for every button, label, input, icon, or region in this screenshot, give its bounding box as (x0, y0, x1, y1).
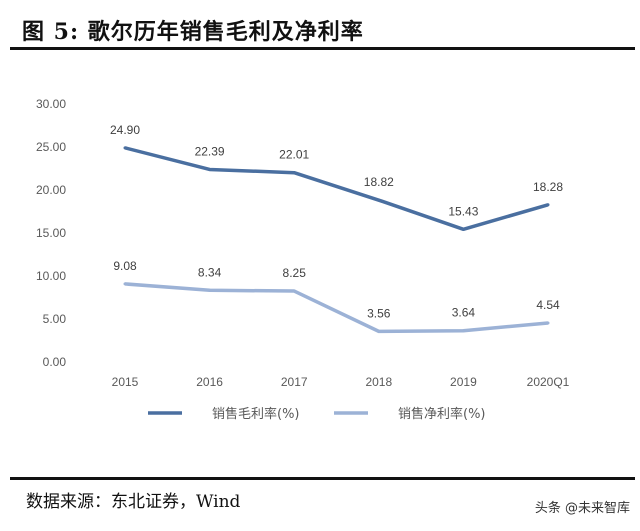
data-label: 18.28 (533, 180, 563, 194)
data-point (461, 329, 465, 333)
data-label: 3.56 (367, 306, 391, 320)
data-label: 22.39 (195, 144, 225, 158)
y-tick-label: 30.00 (36, 97, 66, 111)
data-point (377, 198, 381, 202)
data-point (377, 329, 381, 333)
watermark: 头条 @未来智库 (534, 501, 630, 516)
data-point (546, 321, 550, 325)
data-label: 8.25 (283, 266, 307, 280)
data-label: 15.43 (448, 204, 478, 218)
data-label: 22.01 (279, 148, 309, 162)
x-tick-label: 2017 (281, 375, 308, 389)
x-tick-label: 2015 (112, 375, 139, 389)
y-tick-label: 5.00 (43, 312, 67, 326)
x-tick-label: 2016 (196, 375, 223, 389)
legend-label: 销售毛利率(%) (212, 406, 300, 422)
data-point (208, 167, 212, 171)
line-chart: 0.00 5.00 10.00 15.00 20.00 25.00 30.00 2015 201… (36, 97, 570, 422)
series-line-1 (124, 146, 549, 232)
y-tick-label: 10.00 (36, 269, 66, 283)
data-label: 3.64 (452, 306, 476, 320)
figure-title: 图 5: 歌尔历年销售毛利及净利率 (22, 19, 364, 45)
source-rule (10, 477, 635, 480)
y-tick-label: 20.00 (36, 183, 66, 197)
data-label: 8.34 (198, 265, 222, 279)
x-tick-label: 2019 (450, 375, 477, 389)
x-tick-label: 2018 (365, 375, 392, 389)
data-point (208, 288, 212, 292)
y-tick-label: 25.00 (36, 140, 66, 154)
legend-label: 销售净利率(%) (398, 406, 486, 422)
data-label: 24.90 (110, 123, 140, 137)
data-point (123, 282, 127, 286)
y-tick-label: 15.00 (36, 226, 66, 240)
source-note: 数据来源：东北证券，Wind (26, 492, 241, 512)
x-tick-label: 2020Q1 (527, 375, 570, 389)
data-point (546, 203, 550, 207)
data-label: 4.54 (536, 298, 560, 312)
title-rule (10, 47, 635, 50)
data-point (292, 171, 296, 175)
y-tick-label: 0.00 (43, 355, 67, 369)
data-point (123, 146, 127, 150)
data-point (461, 227, 465, 231)
data-label: 9.08 (113, 259, 137, 273)
data-label: 18.82 (364, 175, 394, 189)
data-point (292, 289, 296, 293)
series-line-2 (124, 282, 549, 334)
